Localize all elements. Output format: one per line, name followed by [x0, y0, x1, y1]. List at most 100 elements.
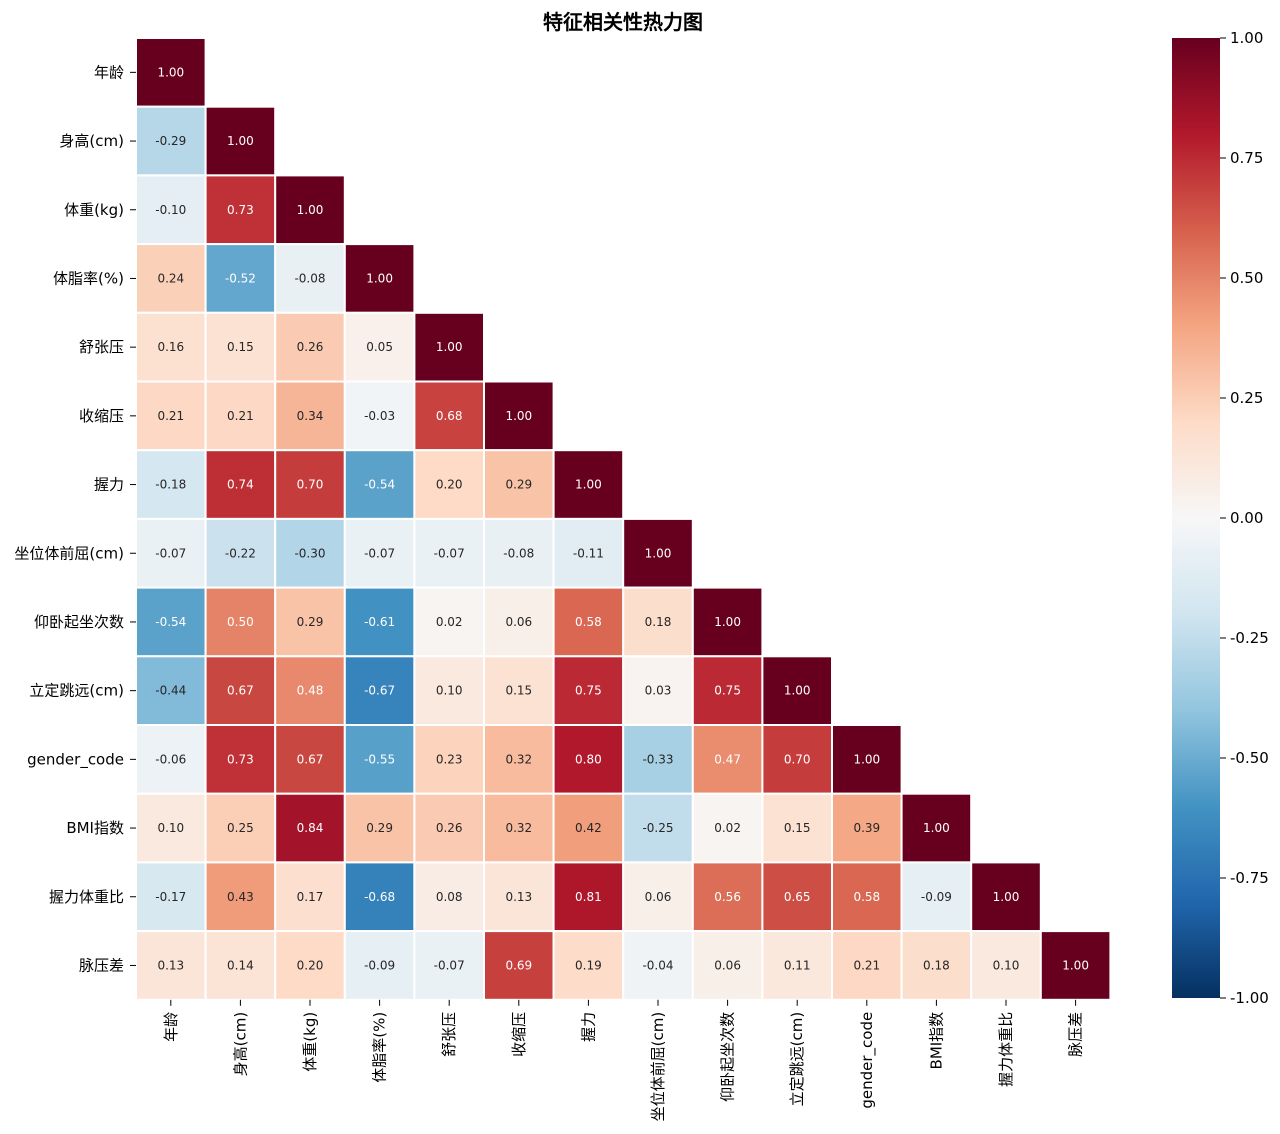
cell-value-label: -0.09: [921, 890, 952, 904]
cell-value-label: 0.32: [505, 821, 532, 835]
heatmap-cell: [622, 930, 694, 1001]
colorbar-tick-label: 0.25: [1230, 389, 1263, 407]
cell-value-label: 0.26: [436, 821, 463, 835]
cell-value-label: 0.05: [366, 340, 393, 354]
cell-value-label: 1.00: [784, 684, 811, 698]
cell-value-label: -0.10: [155, 203, 186, 217]
heatmap-cell: [413, 655, 485, 726]
cell-value-label: 0.69: [505, 958, 532, 972]
cell-value-label: 0.06: [645, 890, 672, 904]
cell-value-label: 0.39: [853, 821, 880, 835]
cell-value-label: -0.03: [364, 409, 395, 423]
colorbar-tick-label: -0.50: [1230, 749, 1269, 767]
heatmap-cell: [204, 311, 277, 383]
heatmap-cell: [135, 861, 207, 933]
heatmap-cell: [274, 517, 346, 589]
heatmap-cell: [274, 861, 346, 933]
heatmap-cell: [970, 861, 1042, 933]
cell-value-label: 0.10: [157, 821, 184, 835]
heatmap-cell: [483, 449, 555, 520]
column-label: 仰卧起坐次数: [719, 1012, 737, 1102]
cell-value-label: 0.75: [575, 684, 602, 698]
row-label: 握力体重比: [49, 888, 124, 906]
row-label: 体脂率(%): [53, 269, 124, 287]
heatmap-cell: [691, 586, 764, 658]
row-label: 握力: [94, 476, 124, 494]
cell-value-label: 0.02: [436, 615, 463, 629]
heatmap-cell: [483, 724, 555, 795]
cell-value-label: 0.13: [505, 890, 532, 904]
cell-value-label: 0.14: [227, 958, 254, 972]
cell-value-label: 0.15: [227, 340, 254, 354]
row-label: 收缩压: [79, 407, 124, 425]
cell-value-label: 1.00: [923, 821, 950, 835]
cell-value-label: 0.25: [227, 821, 254, 835]
heatmap-cell: [274, 174, 346, 246]
heatmap-cell: [135, 105, 207, 177]
cell-value-label: 0.84: [297, 821, 324, 835]
cell-value-label: 1.00: [227, 134, 254, 148]
column-label: 坐位体前屈(cm): [649, 1012, 667, 1122]
cell-value-label: 0.29: [505, 478, 532, 492]
cell-value-label: 0.03: [645, 684, 672, 698]
row-label: 舒张压: [79, 338, 124, 356]
heatmap-cell: [483, 655, 555, 726]
cell-value-label: 0.73: [227, 752, 254, 766]
cell-value-label: -0.08: [294, 271, 325, 285]
cell-value-label: -0.06: [155, 752, 186, 766]
cell-value-label: 1.00: [714, 615, 741, 629]
cell-value-label: 0.20: [436, 478, 463, 492]
column-label: 体脂率(%): [371, 1012, 389, 1083]
heatmap-cell: [691, 655, 764, 726]
cell-value-label: -0.61: [364, 615, 395, 629]
heatmap-cell: [552, 792, 625, 864]
cell-value-label: 0.29: [366, 821, 393, 835]
cell-value-label: 0.56: [714, 890, 741, 904]
heatmap-cell: [135, 586, 207, 658]
cell-value-label: 0.67: [227, 684, 254, 698]
colorbar-gradient: [1172, 38, 1220, 998]
heatmap-cell: [274, 655, 346, 726]
heatmap-cell: [622, 792, 694, 864]
column-label: 收缩压: [510, 1012, 528, 1057]
heatmap-cell: [413, 930, 485, 1001]
colorbar-tick-label: 0.00: [1230, 509, 1263, 527]
heatmap-cell: [343, 861, 416, 933]
heatmap-cell: [343, 311, 416, 383]
heatmap-cell: [622, 655, 694, 726]
heatmap-cell: [691, 861, 764, 933]
heatmap-cell: [483, 380, 555, 452]
heatmap-cell: [343, 724, 416, 795]
column-label: gender_code: [858, 1012, 877, 1109]
cell-value-label: 0.21: [157, 409, 184, 423]
colorbar-tick-label: -0.25: [1230, 629, 1269, 647]
cell-value-label: 0.21: [227, 409, 254, 423]
cell-value-label: 0.29: [297, 615, 324, 629]
heatmap-cell: [831, 792, 903, 864]
cell-value-label: 1.00: [436, 340, 463, 354]
cell-value-label: -0.54: [155, 615, 186, 629]
cell-value-label: 0.10: [436, 684, 463, 698]
row-label: BMI指数: [66, 819, 124, 837]
cell-value-label: 0.21: [853, 958, 880, 972]
cell-value-label: -0.68: [364, 890, 395, 904]
colorbar-tick-label: -1.00: [1230, 989, 1269, 1007]
cell-value-label: 0.26: [297, 340, 324, 354]
cell-value-label: 0.10: [993, 958, 1020, 972]
heatmap-cell: [900, 792, 973, 864]
cell-value-label: 0.43: [227, 890, 254, 904]
heatmap-cell: [204, 449, 277, 520]
cell-value-label: 0.06: [505, 615, 532, 629]
cell-value-label: -0.22: [225, 546, 256, 560]
cell-value-label: 0.70: [784, 752, 811, 766]
heatmap-cell: [343, 655, 416, 726]
heatmap-cell: [135, 792, 207, 864]
cell-value-label: -0.52: [225, 271, 256, 285]
cell-value-label: -0.30: [294, 546, 325, 560]
cell-value-label: 0.18: [645, 615, 672, 629]
column-labels: 年龄 身高(cm) 体重(kg) 体脂率(%) 舒张压 收缩压 握力 坐位体前屈(cm) 仰卧起…: [162, 999, 1085, 1122]
cell-value-label: 0.81: [575, 890, 602, 904]
heatmap-cell: [343, 930, 416, 1001]
cell-value-label: -0.07: [155, 546, 186, 560]
heatmap-cell: [831, 861, 903, 933]
